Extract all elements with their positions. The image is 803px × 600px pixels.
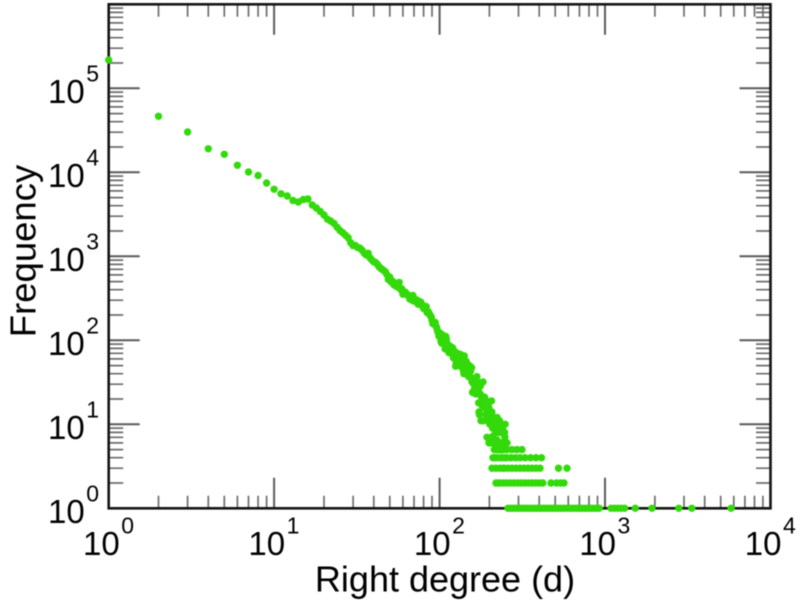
svg-text:Frequency: Frequency (3, 164, 44, 337)
svg-text:Right degree (d): Right degree (d) (315, 559, 575, 600)
